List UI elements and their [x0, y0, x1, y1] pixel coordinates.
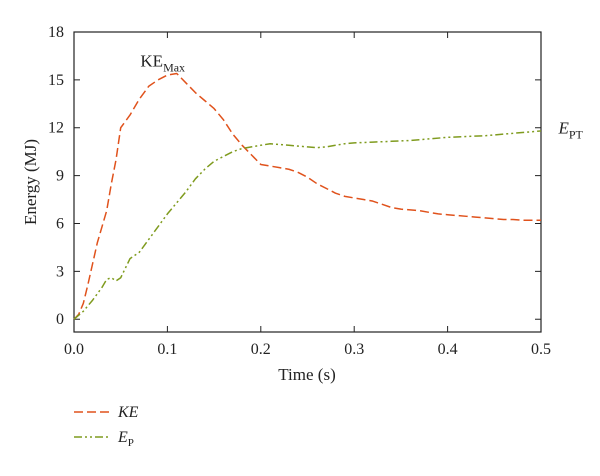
annotation-ke-max: KEMax [140, 52, 185, 75]
y-tick-label: 15 [48, 72, 64, 89]
legend: KE EP [74, 404, 139, 449]
y-axis-title: Energy (MJ) [21, 139, 40, 225]
series-line-ep [73, 130, 542, 320]
legend-label-ep: EP [117, 429, 134, 449]
y-tick-label: 12 [48, 120, 64, 137]
annotation-e-pt: EPT [557, 119, 583, 142]
axis-ticks: 0.0 0.1 0.2 0.3 0.4 0.5 0 3 6 9 12 15 18 [48, 24, 551, 358]
y-tick-label: 3 [56, 263, 64, 280]
annotation-layer: KEMax EPT [140, 52, 583, 142]
x-tick-label: 0.3 [344, 341, 364, 358]
y-tick-label: 6 [56, 215, 64, 232]
plot-frame [73, 31, 542, 333]
x-tick-label: 0.4 [438, 341, 458, 358]
x-axis-title: Time (s) [278, 365, 335, 384]
y-tick-label: 9 [56, 168, 64, 185]
y-tick-label: 0 [56, 311, 64, 328]
x-tick-label: 0.2 [251, 341, 271, 358]
x-tick-label: 0.0 [64, 341, 84, 358]
y-tick-label: 18 [48, 24, 64, 41]
x-tick-label: 0.5 [531, 341, 551, 358]
x-tick-label: 0.1 [157, 341, 177, 358]
legend-label-ke: KE [117, 404, 139, 421]
series-line-ke [73, 72, 541, 320]
series-layer [73, 72, 542, 320]
